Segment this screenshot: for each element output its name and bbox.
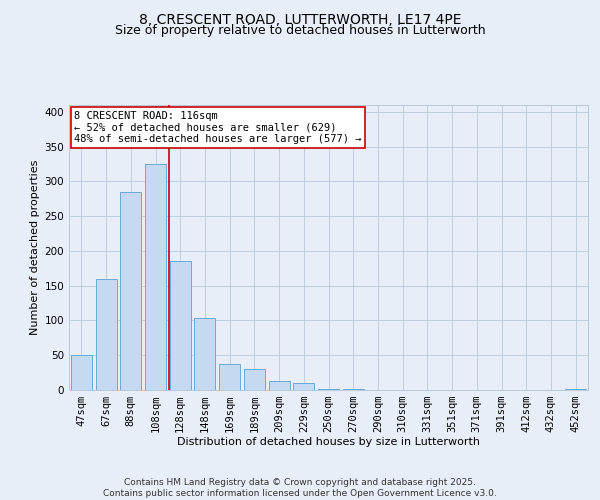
Text: 8 CRESCENT ROAD: 116sqm
← 52% of detached houses are smaller (629)
48% of semi-d: 8 CRESCENT ROAD: 116sqm ← 52% of detache…: [74, 110, 362, 144]
X-axis label: Distribution of detached houses by size in Lutterworth: Distribution of detached houses by size …: [177, 436, 480, 446]
Bar: [71, 355, 92, 390]
Bar: [145, 164, 166, 390]
Y-axis label: Number of detached properties: Number of detached properties: [30, 160, 40, 335]
Text: Contains HM Land Registry data © Crown copyright and database right 2025.
Contai: Contains HM Land Registry data © Crown c…: [103, 478, 497, 498]
Text: Size of property relative to detached houses in Lutterworth: Size of property relative to detached ho…: [115, 24, 485, 37]
Bar: [293, 383, 314, 390]
Bar: [269, 381, 290, 390]
Bar: [318, 388, 339, 390]
Bar: [219, 364, 240, 390]
Text: 8, CRESCENT ROAD, LUTTERWORTH, LE17 4PE: 8, CRESCENT ROAD, LUTTERWORTH, LE17 4PE: [139, 12, 461, 26]
Bar: [95, 279, 116, 390]
Bar: [194, 318, 215, 390]
Bar: [244, 369, 265, 390]
Bar: [170, 262, 191, 390]
Bar: [120, 192, 141, 390]
